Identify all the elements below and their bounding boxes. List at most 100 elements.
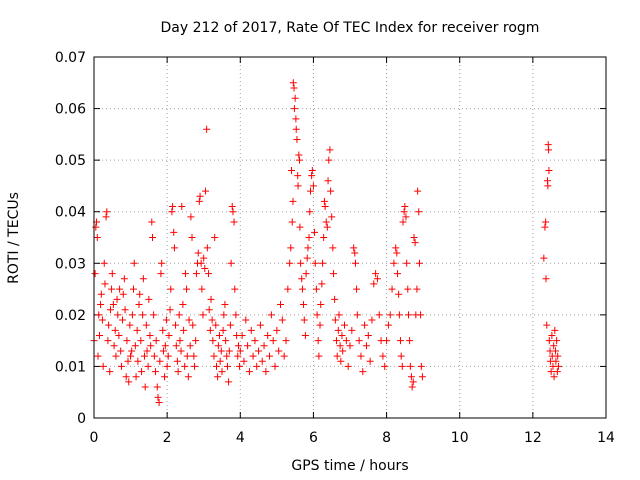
data-point	[148, 218, 156, 226]
data-point	[547, 368, 555, 376]
data-point	[154, 393, 162, 401]
data-point	[136, 290, 144, 298]
data-point	[132, 373, 140, 381]
data-point	[249, 352, 257, 360]
data-point	[144, 362, 152, 370]
data-point	[170, 244, 178, 252]
data-point	[192, 270, 200, 278]
data-point	[266, 352, 274, 360]
data-point	[401, 203, 409, 211]
y-axis-label: ROTI / TECUs	[6, 192, 22, 284]
data-point	[553, 368, 561, 376]
data-point	[135, 301, 143, 309]
data-point	[195, 197, 203, 205]
data-point	[99, 362, 107, 370]
x-axis-label: GPS time / hours	[291, 458, 408, 474]
data-point	[375, 311, 383, 319]
data-point	[289, 79, 297, 87]
data-point	[245, 368, 253, 376]
data-point	[411, 239, 419, 247]
y-tick-labels: 0 0.01 0.02 0.03 0.04 0.05 0.06 0.07	[55, 50, 86, 427]
data-point	[208, 316, 216, 324]
data-points	[90, 79, 562, 407]
data-point	[172, 342, 180, 350]
data-point	[325, 156, 333, 164]
data-point	[277, 301, 285, 309]
data-point	[386, 311, 394, 319]
data-point	[117, 347, 125, 355]
data-point	[300, 301, 308, 309]
axis-ticks	[93, 56, 607, 419]
data-point	[290, 105, 298, 113]
data-point	[230, 218, 238, 226]
data-point	[91, 270, 99, 278]
data-point	[151, 368, 159, 376]
data-point	[201, 264, 209, 272]
chart-title: Day 212 of 2017, Rate Of TEC Index for r…	[161, 20, 540, 36]
data-point	[197, 259, 205, 267]
data-point	[415, 259, 423, 267]
data-point	[290, 84, 298, 92]
data-point	[188, 234, 196, 241]
data-point	[332, 337, 340, 345]
data-point	[205, 306, 213, 314]
y-tick-label: 0.07	[55, 50, 86, 66]
data-point	[335, 311, 343, 319]
data-point	[542, 218, 550, 226]
data-point	[128, 311, 136, 319]
y-tick-label: 0	[77, 411, 86, 427]
data-point	[192, 337, 200, 345]
data-point	[225, 378, 233, 386]
data-point	[225, 347, 233, 355]
data-point	[199, 311, 207, 319]
data-point	[221, 301, 229, 309]
data-point	[104, 337, 112, 345]
data-point	[322, 218, 330, 226]
data-point	[187, 213, 195, 221]
x-tick-label: 0	[90, 430, 99, 446]
data-point	[291, 94, 299, 102]
data-point	[218, 368, 226, 376]
data-point	[294, 182, 302, 190]
data-point	[140, 352, 148, 360]
data-point	[395, 290, 403, 298]
data-point	[203, 125, 211, 133]
data-point	[414, 187, 422, 195]
data-point	[177, 347, 185, 355]
data-point	[236, 347, 244, 355]
data-point	[113, 295, 121, 303]
data-point	[181, 270, 189, 278]
y-tick-label: 0.02	[55, 308, 86, 324]
data-point	[232, 311, 240, 319]
data-point	[319, 259, 327, 267]
data-point	[301, 331, 309, 339]
data-point	[554, 362, 562, 370]
data-point	[242, 316, 250, 324]
data-point	[190, 352, 198, 360]
data-point	[161, 342, 169, 350]
data-point	[554, 352, 562, 360]
data-point	[222, 337, 230, 345]
data-point	[111, 326, 119, 334]
data-point	[260, 342, 268, 350]
data-point	[215, 331, 223, 339]
data-point	[121, 306, 129, 314]
data-point	[105, 321, 113, 329]
data-point	[143, 347, 151, 355]
data-point	[186, 342, 194, 350]
data-point	[381, 362, 389, 370]
y-tick-label: 0.06	[55, 102, 86, 118]
data-point	[405, 311, 413, 319]
x-tick-labels: 0 2 4 6 8 10 12 14	[90, 430, 615, 446]
data-point	[286, 259, 294, 267]
data-point	[383, 337, 391, 345]
data-point	[101, 280, 109, 288]
data-point	[214, 373, 222, 381]
data-point	[126, 321, 134, 329]
data-point	[304, 244, 312, 252]
data-point	[189, 321, 197, 329]
data-point	[128, 347, 136, 355]
data-point	[330, 270, 338, 278]
x-tick-label: 14	[597, 430, 615, 446]
data-point	[219, 326, 227, 334]
